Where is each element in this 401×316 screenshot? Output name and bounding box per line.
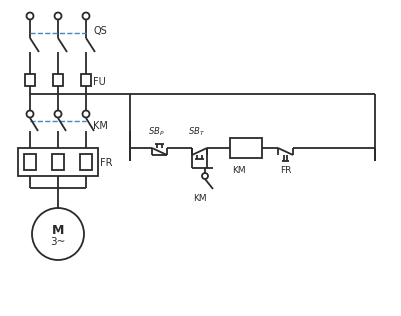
- Text: $SB_P$: $SB_P$: [148, 125, 164, 138]
- Text: FR: FR: [280, 166, 292, 175]
- Bar: [24, 154, 36, 170]
- Text: KM: KM: [193, 194, 207, 203]
- Text: QS: QS: [93, 26, 107, 36]
- Bar: [52, 154, 64, 170]
- Bar: [230, 138, 262, 158]
- Bar: [53, 74, 63, 86]
- Text: 3~: 3~: [50, 237, 66, 247]
- Text: KM: KM: [93, 121, 108, 131]
- Text: M: M: [52, 223, 64, 236]
- Bar: [18, 148, 98, 176]
- Text: FR: FR: [100, 158, 113, 168]
- Bar: [80, 154, 92, 170]
- Text: FU: FU: [93, 77, 106, 87]
- Bar: [81, 74, 91, 86]
- Text: $SB_T$: $SB_T$: [188, 125, 205, 138]
- Text: KM: KM: [232, 166, 246, 175]
- Bar: [25, 74, 35, 86]
